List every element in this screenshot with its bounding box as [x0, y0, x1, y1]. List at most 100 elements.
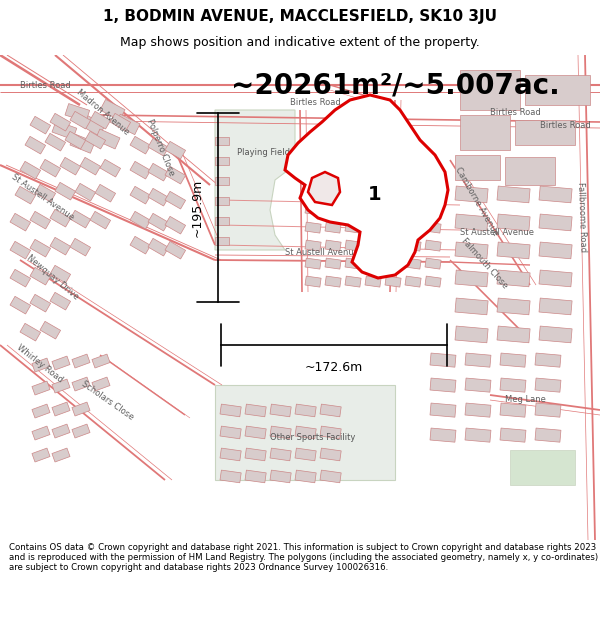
Bar: [75, 183, 95, 201]
Bar: [10, 269, 31, 287]
Bar: [465, 353, 491, 367]
Bar: [20, 161, 41, 179]
Bar: [115, 114, 140, 134]
Bar: [385, 168, 401, 179]
Bar: [305, 258, 321, 269]
Bar: [220, 470, 241, 482]
Bar: [345, 168, 361, 179]
Bar: [317, 142, 336, 154]
Bar: [405, 168, 421, 179]
Bar: [10, 241, 31, 259]
Bar: [65, 131, 86, 149]
Bar: [425, 222, 441, 233]
Bar: [148, 138, 169, 156]
Bar: [319, 124, 338, 136]
Bar: [30, 116, 50, 134]
Bar: [385, 124, 404, 136]
Bar: [425, 258, 441, 269]
Bar: [425, 186, 441, 197]
Bar: [539, 186, 572, 202]
Bar: [50, 292, 71, 310]
Bar: [30, 294, 50, 312]
Polygon shape: [515, 120, 575, 145]
Bar: [90, 111, 110, 129]
Bar: [70, 238, 91, 256]
Text: Other Sports Facility: Other Sports Facility: [270, 433, 355, 442]
Bar: [455, 270, 488, 287]
Text: 1, BODMIN AVENUE, MACCLESFIELD, SK10 3JU: 1, BODMIN AVENUE, MACCLESFIELD, SK10 3JU: [103, 9, 497, 24]
Bar: [35, 184, 56, 202]
Bar: [245, 448, 266, 461]
Bar: [165, 216, 185, 234]
Bar: [365, 204, 381, 215]
Bar: [497, 270, 530, 287]
Bar: [165, 166, 185, 184]
Bar: [365, 222, 381, 233]
Bar: [425, 240, 441, 251]
Bar: [430, 378, 456, 392]
Bar: [32, 448, 50, 462]
Bar: [30, 211, 50, 229]
Text: ~195.9m: ~195.9m: [191, 178, 204, 237]
Bar: [465, 378, 491, 392]
Bar: [215, 157, 229, 165]
Bar: [52, 379, 70, 393]
Text: Scholars Close: Scholars Close: [80, 379, 136, 422]
Bar: [40, 159, 61, 177]
Bar: [30, 268, 50, 285]
Bar: [365, 276, 381, 287]
Bar: [165, 191, 185, 209]
Bar: [345, 258, 361, 269]
Bar: [497, 186, 530, 202]
Bar: [32, 381, 50, 395]
Bar: [130, 186, 151, 204]
Bar: [110, 113, 131, 131]
Bar: [72, 402, 90, 416]
Bar: [465, 403, 491, 417]
Bar: [100, 159, 121, 177]
Bar: [365, 240, 381, 251]
Bar: [295, 448, 316, 461]
Text: Meg Lane: Meg Lane: [505, 395, 546, 404]
Bar: [320, 426, 341, 439]
Bar: [130, 236, 151, 254]
Bar: [65, 104, 89, 122]
Bar: [535, 403, 561, 417]
Bar: [245, 470, 266, 482]
Bar: [130, 136, 151, 154]
Bar: [361, 142, 380, 154]
Bar: [32, 404, 50, 418]
Bar: [165, 241, 185, 259]
Bar: [85, 131, 106, 149]
Text: Birtles Road: Birtles Road: [540, 121, 591, 130]
Bar: [245, 426, 266, 439]
Polygon shape: [525, 75, 590, 105]
Bar: [60, 158, 80, 175]
Bar: [15, 186, 35, 204]
Polygon shape: [510, 450, 575, 485]
Bar: [359, 160, 378, 172]
Bar: [245, 404, 266, 417]
Bar: [30, 239, 50, 257]
Bar: [455, 242, 488, 259]
Bar: [130, 211, 151, 229]
Bar: [72, 424, 90, 438]
Bar: [10, 296, 31, 314]
Bar: [40, 321, 61, 339]
Bar: [100, 99, 125, 121]
Bar: [165, 141, 185, 159]
Bar: [345, 186, 361, 197]
Bar: [500, 428, 526, 442]
Bar: [341, 124, 360, 136]
Bar: [455, 214, 488, 231]
Bar: [305, 186, 321, 197]
Bar: [270, 404, 291, 417]
Bar: [215, 217, 229, 225]
Text: Contains OS data © Crown copyright and database right 2021. This information is : Contains OS data © Crown copyright and d…: [9, 542, 598, 572]
Bar: [215, 137, 229, 145]
Bar: [70, 111, 91, 129]
Bar: [52, 448, 70, 462]
Bar: [295, 404, 316, 417]
Bar: [497, 326, 530, 342]
Bar: [539, 214, 572, 231]
